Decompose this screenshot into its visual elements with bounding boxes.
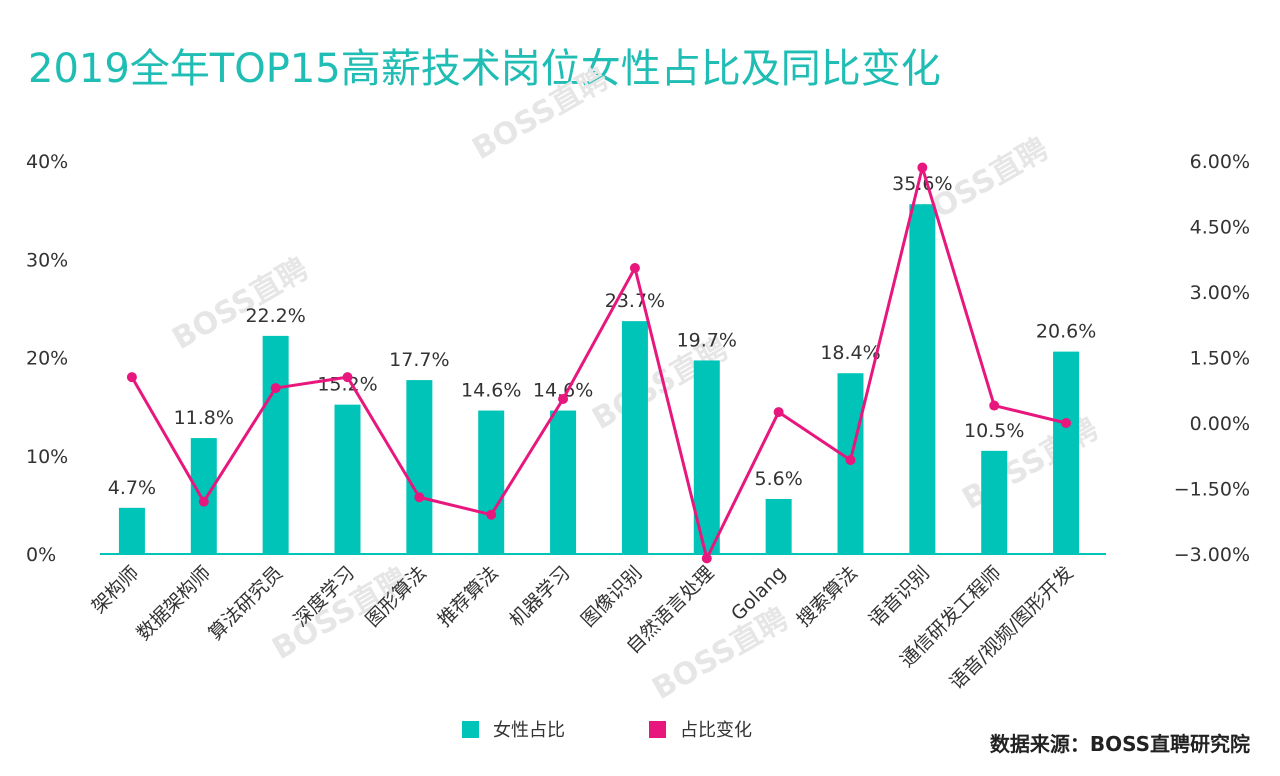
left-axis-tick-label: 30% (26, 249, 68, 271)
line-series-path (130, 166, 1067, 560)
category-label: 语音识别 (865, 562, 934, 631)
right-axis-tick-label: −3.00% (1174, 544, 1250, 566)
right-axis-tick-label: 3.00% (1190, 282, 1250, 304)
bar (765, 498, 792, 554)
legend-label-female-share: 女性占比 (493, 720, 565, 741)
bar-series (118, 204, 1080, 555)
left-axis-ticks: 0% 10% 20% 30% 40% (26, 151, 68, 566)
category-label: 语音/视频/图形开发 (946, 562, 1078, 694)
bar (981, 450, 1008, 554)
category-label: 搜索算法 (793, 562, 862, 631)
line-point (270, 383, 281, 394)
line-point (701, 553, 712, 564)
bar-data-label: 19.7% (677, 329, 737, 351)
line-point (342, 372, 353, 383)
line-point (414, 492, 425, 503)
line-point (845, 455, 856, 466)
line-point (486, 509, 497, 520)
bar-data-label: 35.6% (892, 173, 952, 195)
bar-data-label: 20.6% (1036, 321, 1096, 343)
legend-item-female-share: 女性占比 (462, 716, 565, 742)
bar-data-label: 10.5% (964, 420, 1024, 442)
bar (118, 507, 145, 554)
legend-label-share-change: 占比变化 (680, 720, 752, 741)
right-axis-tick-label: 0.00% (1190, 413, 1250, 435)
line-point (773, 407, 784, 418)
line-point (1061, 418, 1072, 428)
line-point (629, 262, 640, 273)
bar-data-label: 14.6% (533, 380, 593, 402)
right-axis-tick-label: −1.50% (1174, 479, 1250, 501)
bar (190, 438, 217, 554)
bar (406, 380, 433, 554)
chart-title: 2019全年TOP15高薪技术岗位女性占比及同比变化 (28, 46, 941, 92)
bar (909, 204, 936, 555)
right-axis-tick-label: 1.50% (1190, 348, 1250, 370)
bar (621, 321, 648, 554)
bar (262, 335, 289, 554)
category-label: 推荐算法 (433, 562, 502, 631)
bar-data-label: 4.7% (108, 477, 156, 499)
legend-swatch-bar (462, 720, 479, 738)
right-axis-ticks: −3.00% −1.50% 0.00% 1.50% 3.00% 4.50% 6.00% (1174, 151, 1250, 566)
right-axis-tick-label: 6.00% (1190, 151, 1250, 173)
line-point (126, 372, 137, 383)
bar-data-label: 5.6% (755, 468, 803, 490)
legend-item-share-change: 占比变化 (649, 716, 752, 742)
category-label: 图像识别 (577, 562, 646, 631)
line-point (917, 162, 928, 173)
category-label: 架构师 (88, 562, 144, 618)
line-point (989, 400, 1000, 411)
bar-data-labels: 4.7%11.8%22.2%15.2%17.7%14.6% 14.6%23.7%1… (108, 173, 1096, 499)
data-source: 数据来源：BOSS直聘研究院 (989, 732, 1250, 756)
bar-data-label: 22.2% (245, 305, 305, 327)
line-series (126, 162, 1072, 564)
line-point (558, 393, 569, 404)
bar (334, 404, 361, 554)
left-axis-tick-label: 20% (26, 348, 68, 370)
bar-data-label: 14.6% (461, 380, 521, 402)
legend: 女性占比 占比变化 (462, 716, 836, 742)
category-label: 机器学习 (505, 562, 574, 631)
left-axis-tick-label: 0% (26, 544, 56, 566)
bar (550, 410, 577, 554)
bar-data-label: 18.4% (820, 342, 880, 364)
left-axis-tick-label: 10% (26, 446, 68, 468)
watermark-text: BOSS直聘 (467, 62, 615, 167)
category-label: 数据架构师 (133, 562, 216, 645)
bar-data-label: 11.8% (174, 407, 234, 429)
bar-data-label: 17.7% (389, 349, 449, 371)
line-point (198, 496, 209, 507)
right-axis-tick-label: 4.50% (1190, 217, 1250, 239)
bar (478, 410, 505, 554)
bar (1053, 351, 1080, 554)
legend-swatch-line (649, 720, 666, 738)
left-axis-tick-label: 40% (26, 151, 68, 173)
